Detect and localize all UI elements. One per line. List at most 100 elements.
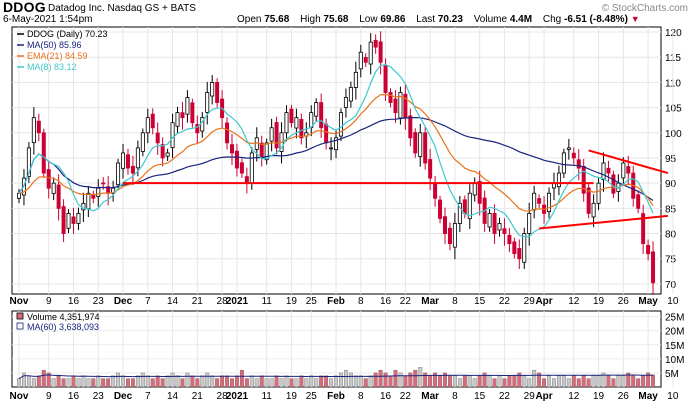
candle-body [101, 182, 106, 185]
volume-bar [343, 369, 348, 388]
candle-body [329, 147, 334, 150]
volume-bar [403, 375, 408, 388]
volume-bar [249, 375, 254, 388]
volume-bar [269, 378, 274, 388]
legend-ma50-label: MA(50) 85.96 [27, 40, 82, 50]
candle-body [621, 162, 626, 179]
volume-bar [106, 378, 111, 388]
volume-bar [651, 374, 655, 388]
volume-bar [274, 375, 279, 388]
volume-bar [309, 375, 314, 388]
volume-bar [299, 375, 304, 388]
candle-body [334, 137, 339, 151]
legend-price-label: DDOG (Daily) 70.23 [27, 29, 108, 39]
candle-body [626, 166, 631, 174]
x-tick-label: Dec [114, 391, 133, 402]
candle-body [319, 102, 324, 129]
candle-body [16, 192, 21, 199]
volume-bar [621, 375, 626, 388]
volume-bar [517, 372, 522, 388]
candle-body [492, 212, 497, 234]
volume-bar [254, 378, 259, 388]
x-tick-label: 16 [68, 391, 80, 402]
candle-body [522, 233, 527, 263]
candle-body [170, 122, 175, 149]
volume-bar [170, 372, 175, 388]
volume-bar [512, 375, 517, 388]
volume-bar [452, 375, 457, 388]
ma50-line [18, 117, 654, 201]
volume-bar [556, 375, 561, 388]
candle-body [452, 223, 457, 248]
company-name: Datadog Inc. Nasdaq GS + BATS [48, 3, 196, 14]
candle-body [51, 182, 56, 194]
x-tick-label: 12 [568, 296, 580, 307]
volume-bar [383, 372, 388, 388]
volume-bar [438, 375, 442, 388]
candle-body [135, 147, 140, 169]
x-tick-label: 16 [68, 296, 80, 307]
volume-bar [373, 372, 378, 388]
candle-body [378, 41, 383, 63]
candle-body [225, 122, 230, 144]
volume-bar [185, 372, 190, 388]
candle-body [140, 132, 145, 152]
x-tick-label: 28 [217, 296, 229, 307]
candle-body [537, 198, 542, 204]
volume-bar [324, 375, 329, 388]
candle-body [467, 192, 472, 220]
volume-bar [443, 372, 447, 388]
candle-body [438, 199, 443, 219]
price-tick-label: 90 [665, 179, 677, 190]
volume-bar [215, 378, 220, 388]
candle-body [472, 182, 477, 196]
volume-bar [200, 375, 205, 388]
volume-bar [66, 378, 71, 388]
candle-body [363, 57, 368, 63]
legend-ema21-label: EMA(21) 84.59 [27, 51, 88, 61]
candle-body [299, 119, 304, 139]
candle-body [145, 117, 150, 134]
candle-body [383, 65, 388, 93]
volume-bar [284, 375, 289, 388]
candle-body [373, 39, 378, 48]
candle-body [413, 132, 418, 154]
volume-bar [155, 375, 160, 388]
volume-bar [61, 378, 66, 388]
volume-bar [477, 375, 482, 388]
candle-body [195, 124, 200, 134]
volume-bar [91, 378, 96, 388]
volume-bar [616, 375, 621, 388]
candle-body [447, 227, 452, 245]
volume-bar [641, 375, 646, 388]
volume-bar [314, 378, 319, 388]
volume-bar [448, 375, 452, 388]
x-tick-label: 7 [145, 391, 151, 402]
volume-bar [363, 378, 368, 388]
price-tick-label: 85 [665, 204, 677, 215]
volume-bar [507, 375, 512, 388]
volume-bar [165, 375, 170, 388]
high-value: 75.68 [323, 14, 349, 25]
volume-bar [26, 375, 31, 388]
candle-body [353, 71, 358, 88]
x-tick-label: 2021 [226, 296, 249, 307]
candle-body [393, 98, 398, 114]
trendline-upper-wedge [588, 149, 669, 175]
ticker-symbol[interactable]: DDOG [3, 0, 46, 15]
candle-body [408, 115, 413, 139]
volume-bar [398, 372, 403, 388]
volume-bar [86, 378, 91, 388]
price-tick-label: 70 [665, 280, 677, 291]
candle-body [185, 97, 190, 115]
x-tick-label: 19 [286, 296, 298, 307]
candle-body [517, 248, 522, 260]
volume-bar [497, 375, 502, 388]
timestamp: 6-May-2021 1:54pm [3, 14, 93, 25]
volume-bar [339, 372, 343, 388]
last-value: 70.23 [437, 14, 463, 25]
volume-bar [17, 378, 21, 388]
trendline-lower-wedge [539, 214, 669, 230]
candle-body [155, 132, 160, 144]
